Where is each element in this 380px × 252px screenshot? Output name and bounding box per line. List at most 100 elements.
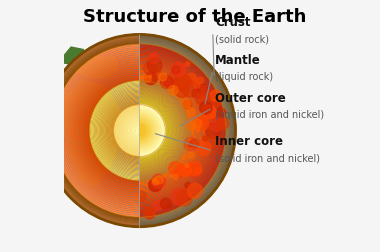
Wedge shape — [139, 127, 144, 135]
Circle shape — [174, 74, 191, 91]
Wedge shape — [139, 39, 232, 223]
Wedge shape — [139, 39, 232, 224]
Wedge shape — [139, 103, 168, 159]
Text: Outer core: Outer core — [215, 92, 286, 105]
Circle shape — [183, 101, 192, 109]
Wedge shape — [139, 58, 212, 204]
Circle shape — [177, 191, 193, 206]
Wedge shape — [49, 41, 139, 222]
Wedge shape — [44, 36, 139, 226]
Wedge shape — [139, 88, 183, 174]
Wedge shape — [139, 46, 225, 216]
Wedge shape — [47, 39, 139, 223]
Wedge shape — [139, 114, 157, 148]
Circle shape — [169, 71, 182, 83]
Circle shape — [195, 128, 200, 132]
Circle shape — [184, 138, 198, 151]
Wedge shape — [139, 98, 173, 164]
Circle shape — [135, 126, 144, 136]
Circle shape — [125, 117, 153, 145]
Wedge shape — [139, 67, 204, 195]
Circle shape — [175, 79, 187, 90]
Wedge shape — [100, 92, 139, 170]
Wedge shape — [139, 106, 165, 156]
Wedge shape — [139, 109, 161, 153]
Circle shape — [131, 123, 148, 139]
Wedge shape — [139, 38, 233, 224]
Circle shape — [210, 91, 221, 102]
Circle shape — [205, 136, 218, 149]
Wedge shape — [50, 42, 139, 220]
Wedge shape — [47, 39, 139, 224]
Circle shape — [144, 208, 155, 219]
Wedge shape — [89, 81, 139, 181]
Wedge shape — [49, 41, 139, 221]
Wedge shape — [77, 69, 139, 194]
Wedge shape — [46, 38, 139, 224]
Wedge shape — [103, 94, 139, 168]
Circle shape — [182, 81, 198, 98]
Wedge shape — [139, 81, 189, 181]
Circle shape — [133, 125, 146, 137]
Wedge shape — [139, 83, 188, 179]
Circle shape — [124, 115, 155, 147]
Wedge shape — [139, 109, 162, 153]
Wedge shape — [106, 98, 139, 164]
Wedge shape — [53, 45, 139, 217]
Wedge shape — [104, 96, 139, 167]
Wedge shape — [139, 100, 171, 163]
Circle shape — [188, 162, 202, 176]
Wedge shape — [124, 115, 139, 147]
Wedge shape — [139, 38, 233, 224]
Wedge shape — [139, 37, 234, 226]
Circle shape — [129, 120, 150, 142]
Wedge shape — [139, 113, 158, 149]
Circle shape — [188, 165, 201, 177]
Wedge shape — [139, 128, 143, 135]
Circle shape — [195, 117, 209, 131]
Wedge shape — [50, 42, 139, 220]
Text: (solid rock): (solid rock) — [215, 34, 269, 44]
Text: (liquid rock): (liquid rock) — [215, 72, 274, 82]
Circle shape — [121, 113, 158, 149]
Wedge shape — [127, 118, 139, 144]
Wedge shape — [66, 58, 139, 204]
Wedge shape — [139, 45, 226, 217]
Circle shape — [136, 191, 146, 202]
Circle shape — [149, 178, 162, 192]
Wedge shape — [92, 84, 139, 178]
Wedge shape — [139, 91, 180, 171]
Circle shape — [188, 152, 195, 159]
Circle shape — [199, 118, 204, 122]
Wedge shape — [52, 44, 139, 218]
Circle shape — [186, 121, 196, 131]
Circle shape — [173, 169, 183, 179]
Circle shape — [149, 76, 151, 78]
Circle shape — [206, 123, 221, 139]
Circle shape — [137, 77, 142, 82]
Wedge shape — [139, 84, 187, 178]
Wedge shape — [98, 90, 139, 172]
Wedge shape — [139, 41, 230, 221]
Circle shape — [185, 183, 191, 189]
Circle shape — [187, 183, 203, 199]
Circle shape — [150, 54, 155, 59]
Polygon shape — [74, 58, 119, 78]
Circle shape — [145, 73, 157, 85]
Wedge shape — [51, 43, 139, 219]
Wedge shape — [139, 45, 226, 217]
Wedge shape — [139, 86, 185, 176]
Wedge shape — [78, 70, 139, 192]
Wedge shape — [139, 36, 234, 226]
Wedge shape — [43, 35, 139, 227]
Wedge shape — [139, 44, 227, 218]
Wedge shape — [139, 105, 165, 157]
Wedge shape — [139, 97, 174, 166]
Wedge shape — [125, 117, 139, 145]
Wedge shape — [139, 104, 167, 159]
Wedge shape — [139, 35, 236, 227]
Wedge shape — [139, 68, 203, 194]
Text: Crust: Crust — [215, 16, 251, 29]
Wedge shape — [139, 87, 184, 175]
Circle shape — [168, 86, 178, 96]
